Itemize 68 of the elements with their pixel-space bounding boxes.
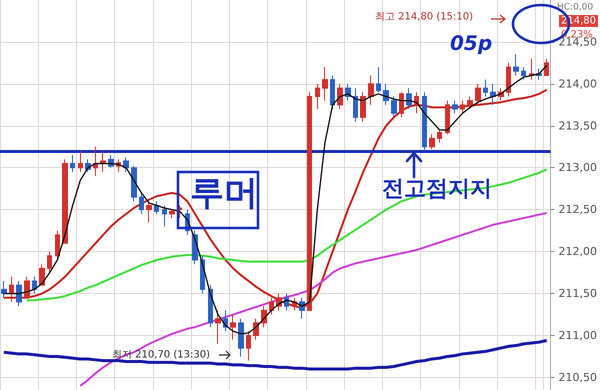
candlestick [475, 83, 481, 106]
line-series [26, 168, 548, 302]
candlestick [544, 58, 549, 76]
y-tick-label: 211,00 [558, 328, 598, 342]
line-series [2, 339, 548, 371]
candlestick [16, 280, 22, 307]
candlestick [131, 166, 137, 202]
candlestick [330, 74, 335, 110]
y-tick-label: 211,50 [558, 287, 598, 300]
candlestick [337, 83, 343, 110]
candlestick [483, 79, 488, 97]
candlestick [246, 330, 251, 362]
candlestick [146, 200, 152, 223]
candlestick [529, 58, 534, 80]
annotation: 05p [450, 31, 492, 55]
y-tick-label: 212,50 [558, 203, 598, 216]
candlestick [169, 209, 175, 219]
candlestick [32, 276, 37, 294]
candlestick [154, 200, 159, 214]
candlestick [62, 158, 68, 244]
candlestick [422, 92, 427, 152]
annotation: 루머 [190, 173, 258, 213]
candlestick [39, 264, 45, 286]
candlestick [24, 276, 30, 298]
candlestick [376, 66, 381, 93]
candlestick [47, 251, 52, 274]
candlestick [315, 83, 320, 110]
candlestick [9, 276, 14, 302]
candlestick [460, 100, 465, 114]
candlestick [78, 150, 83, 172]
candlestick [1, 280, 7, 298]
candlestick [445, 100, 450, 135]
candlestick [429, 134, 435, 150]
y-tick-label: 214,00 [558, 77, 598, 90]
candlestick [162, 204, 167, 227]
candlestick [399, 92, 404, 118]
candlestick [437, 130, 442, 144]
line-series [79, 212, 548, 387]
candlestick [100, 150, 106, 172]
candlestick [490, 83, 496, 106]
candlestick [230, 314, 236, 340]
candlestick [93, 146, 98, 177]
candlestick [215, 310, 221, 344]
candlestick [467, 96, 473, 110]
y-tick-label: 213,00 [558, 161, 598, 174]
text: HC:0,00 [557, 2, 594, 12]
candlestick [452, 100, 458, 114]
candlestick [307, 92, 312, 311]
candlestick [353, 88, 358, 122]
candlestick [368, 74, 374, 106]
candlestick [360, 92, 366, 122]
candlestick [391, 96, 397, 118]
candlestick [322, 66, 328, 102]
candlestick [238, 318, 244, 357]
y-tick-label: 212,00 [558, 245, 598, 258]
candlestick [139, 192, 144, 214]
candlestick [123, 157, 129, 172]
candlestick [269, 297, 274, 316]
candlestick [521, 66, 526, 80]
candlestick [55, 230, 60, 260]
line-series [3, 64, 548, 334]
line-series [2, 88, 548, 309]
annotation: 최고 214,80 (15:10) [375, 12, 474, 22]
candlestick [506, 62, 511, 97]
candlestick [513, 54, 519, 76]
y-tick-label: 213,50 [558, 119, 598, 132]
y-tick-label: 210,50 [558, 370, 598, 384]
candlestick [70, 154, 75, 172]
